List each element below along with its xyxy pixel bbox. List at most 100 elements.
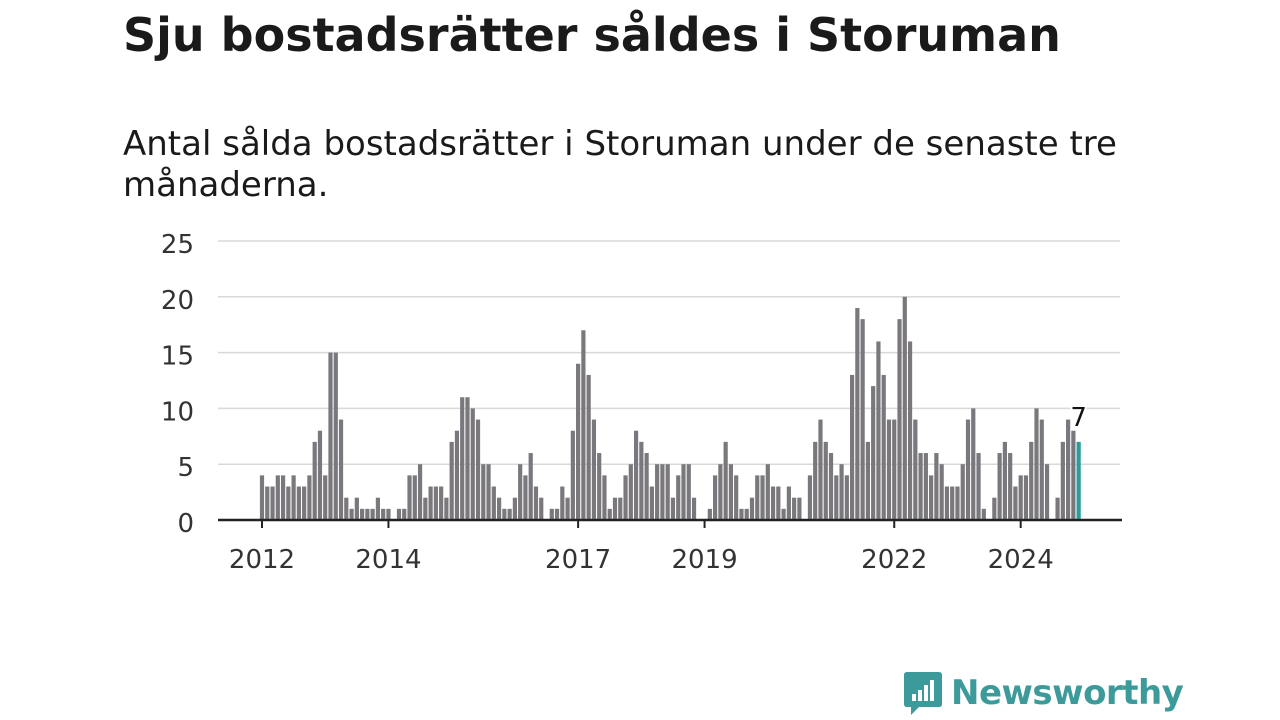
bar	[818, 419, 823, 520]
bar	[360, 508, 365, 520]
bar	[433, 486, 438, 520]
bar	[570, 430, 575, 520]
bar	[860, 319, 865, 520]
bar	[312, 441, 317, 520]
bar	[939, 464, 944, 520]
bar	[971, 408, 976, 520]
bar	[491, 486, 496, 520]
bar	[528, 453, 533, 520]
y-tick-label: 10	[161, 397, 194, 427]
bar	[728, 464, 734, 520]
bar	[897, 319, 902, 520]
bar	[1039, 419, 1044, 520]
bar	[839, 464, 844, 520]
bar	[523, 475, 528, 520]
bar	[628, 464, 633, 520]
bar	[865, 441, 870, 520]
bar	[913, 419, 918, 520]
bar	[417, 464, 423, 520]
bar	[597, 453, 602, 520]
bar	[739, 508, 744, 520]
bar	[423, 497, 428, 520]
bar	[591, 419, 597, 520]
bar	[465, 397, 470, 520]
bar	[296, 486, 301, 520]
bar	[576, 363, 581, 520]
bar	[844, 475, 849, 520]
bar	[691, 497, 697, 520]
bar	[412, 475, 417, 520]
bar	[265, 486, 270, 520]
bar	[533, 486, 539, 520]
bar	[807, 475, 813, 520]
bar	[934, 453, 939, 520]
y-tick-label: 25	[161, 230, 194, 260]
bar	[828, 453, 834, 520]
bar	[581, 330, 586, 520]
bar	[349, 508, 354, 520]
bar	[955, 486, 960, 520]
bar	[344, 497, 349, 520]
newsworthy-logo-icon	[904, 672, 942, 715]
bar	[997, 453, 1002, 520]
bar	[1044, 464, 1050, 520]
bar	[981, 508, 986, 520]
bar	[902, 296, 907, 520]
bar	[270, 486, 275, 520]
bar	[871, 386, 876, 520]
bar	[649, 486, 654, 520]
bar	[907, 341, 913, 520]
bar	[565, 497, 570, 520]
bar	[1018, 475, 1023, 520]
bar	[302, 486, 307, 520]
bar	[886, 419, 892, 520]
bar	[776, 486, 781, 520]
bar	[834, 475, 839, 520]
x-tick-label: 2019	[671, 545, 737, 575]
bar	[765, 464, 770, 520]
bar	[786, 486, 791, 520]
bar	[718, 464, 723, 520]
bar	[454, 430, 460, 520]
bar	[539, 497, 544, 520]
bar	[449, 441, 454, 520]
bar	[1071, 430, 1076, 520]
bar	[813, 441, 818, 520]
bar	[365, 508, 370, 520]
brand-name: Newsworthy	[951, 673, 1184, 713]
bar	[686, 464, 691, 520]
bar	[323, 475, 328, 520]
bar	[1066, 419, 1071, 520]
bar	[338, 419, 344, 520]
bar	[470, 408, 475, 520]
x-tick-label: 2022	[861, 545, 927, 575]
bar	[396, 508, 402, 520]
bar	[950, 486, 955, 520]
bar	[849, 374, 855, 520]
bar	[1002, 441, 1007, 520]
bar	[307, 475, 312, 520]
bar	[681, 464, 686, 520]
x-tick-label: 2012	[229, 545, 295, 575]
bar	[707, 508, 712, 520]
bar	[992, 497, 997, 520]
bar	[439, 486, 444, 520]
bar	[275, 475, 280, 520]
bar	[481, 464, 486, 520]
bar	[291, 475, 296, 520]
bar	[618, 497, 623, 520]
bar	[749, 497, 755, 520]
bar	[486, 464, 491, 520]
bar	[475, 419, 481, 520]
bar	[960, 464, 965, 520]
bar	[823, 441, 828, 520]
bar	[328, 352, 333, 520]
bar	[665, 464, 670, 520]
bar	[723, 441, 728, 520]
bar	[1029, 441, 1034, 520]
bar	[892, 419, 897, 520]
bar	[259, 475, 265, 520]
bar	[644, 453, 649, 520]
bar	[744, 508, 749, 520]
